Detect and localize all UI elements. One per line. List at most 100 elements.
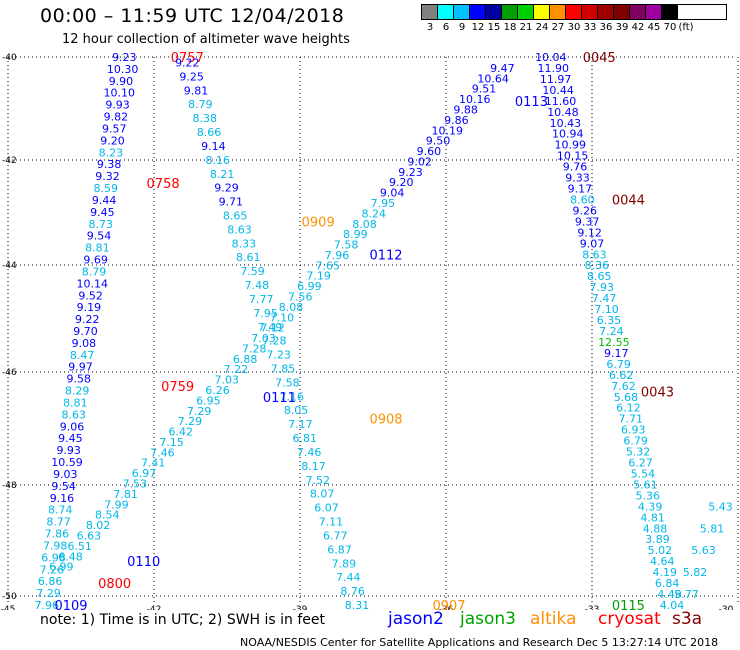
credit-line: NOAA/NESDIS Center for Satellite Applica… <box>240 636 719 649</box>
swh-value-label: 9.45 <box>58 432 83 445</box>
swh-value-label: 7.17 <box>288 418 313 431</box>
legend-jason3: jason3 <box>460 609 516 629</box>
swh-value-label: 4.39 <box>638 500 663 513</box>
swh-value-label: 9.58 <box>67 373 92 386</box>
swh-value-label: 10.19 <box>431 124 463 137</box>
x-tick-label: -30 <box>719 605 734 610</box>
swh-value-label: 12.55 <box>598 336 630 349</box>
color-swatch <box>470 5 486 20</box>
swh-value-label: 6.07 <box>314 502 339 515</box>
color-scale-label: 15 <box>487 22 501 33</box>
swh-value-label: 8.77 <box>46 516 71 529</box>
swh-value-label: 9.08 <box>72 337 97 350</box>
y-tick-label: -50 <box>2 592 17 602</box>
swh-value-label: 9.20 <box>100 134 125 147</box>
swh-value-label: 3.89 <box>645 533 670 546</box>
swh-value-label: 6.63 <box>77 529 102 542</box>
swh-value-label: 9.88 <box>453 104 478 117</box>
swh-value-label: 9.23 <box>398 166 423 179</box>
swh-value-label: 11.60 <box>545 95 577 108</box>
swh-value-label: 6.87 <box>327 543 352 556</box>
swh-value-label: 9.22 <box>175 56 200 69</box>
swh-value-label: 10.04 <box>535 51 567 64</box>
swh-value-label: 7.44 <box>336 571 361 584</box>
color-scale <box>422 5 678 20</box>
swh-value-label: 8.79 <box>82 265 107 278</box>
swh-value-label: 10.15 <box>557 150 589 163</box>
swh-value-label: 7.96 <box>35 599 60 610</box>
swh-value-label: 7.52 <box>306 474 331 487</box>
swh-value-label: 7.23 <box>266 349 291 362</box>
swh-value-label: 8.05 <box>284 404 309 417</box>
swh-value-label: 5.02 <box>648 544 673 557</box>
swh-value-label: 6.12 <box>616 402 641 415</box>
swh-value-label: 7.93 <box>589 281 614 294</box>
swh-value-label: 7.86 <box>45 528 70 541</box>
swh-value-label: 9.81 <box>184 84 209 97</box>
swh-value-label: 10.14 <box>77 277 109 290</box>
x-tick-label: -33 <box>585 605 600 610</box>
swh-value-label: 9.12 <box>577 226 602 239</box>
color-swatch <box>534 5 550 20</box>
swh-value-label: 7.29 <box>178 415 203 428</box>
swh-value-label: 7.47 <box>592 292 617 305</box>
swh-value-label: 7.49 <box>258 321 283 334</box>
pass-time-label: 0044 <box>612 193 645 208</box>
wave-height-plot: -40 -42 -44 -46 -48 -50 -45 -42 -39 -36 -33 -30 9.23… <box>1 51 739 610</box>
swh-value-label: 7.29 <box>187 405 212 418</box>
y-tick-label: -44 <box>2 261 17 271</box>
swh-value-label: 6.88 <box>233 353 258 366</box>
legend-altika: altika <box>530 609 577 629</box>
color-swatch <box>582 5 598 20</box>
swh-value-label: 8.99 <box>343 228 368 241</box>
swh-value-label: 6.27 <box>628 457 653 470</box>
swh-value-label: 9.06 <box>60 420 85 433</box>
swh-value-label: 7.46 <box>150 446 175 459</box>
legend-s3a: s3a <box>672 609 703 629</box>
swh-value-label: 7.56 <box>288 291 313 304</box>
swh-value-label: 7.95 <box>253 307 278 320</box>
swh-value-label: 7.24 <box>599 325 624 338</box>
color-scale-label: (ft) <box>678 22 694 33</box>
swh-value-label: 8.07 <box>310 488 335 501</box>
swh-value-label: 5.77 <box>674 588 699 601</box>
pass-time-label: 0115 <box>612 599 645 610</box>
color-scale-label: 9 <box>458 22 466 33</box>
x-tick-label: -45 <box>1 605 16 610</box>
color-swatch <box>486 5 502 20</box>
chart-title: 00:00 – 11:59 UTC 12/04/2018 <box>40 5 345 27</box>
swh-value-label: 5.63 <box>691 544 716 557</box>
color-swatch <box>598 5 614 20</box>
color-scale-label: 6 <box>442 22 450 33</box>
pass-time-label: 0759 <box>161 380 194 395</box>
x-tick-label: -36 <box>439 605 454 610</box>
swh-value-label: 6.86 <box>38 575 63 588</box>
swh-value-label: 8.21 <box>210 168 235 181</box>
swh-value-label: 9.33 <box>565 172 590 185</box>
swh-value-label: 4.88 <box>643 522 668 535</box>
color-scale-labels: 3 6 9 12 15 18 21 24 27 30 33 36 39 42 45 70 (ft) <box>422 22 694 33</box>
swh-value-label: 6.93 <box>621 424 646 437</box>
swh-value-label: 9.90 <box>109 75 134 88</box>
color-scale-label: 18 <box>503 22 517 33</box>
swh-value-label: 7.10 <box>270 311 295 324</box>
swh-value-label: 9.29 <box>214 182 239 195</box>
swh-value-label: 8.59 <box>94 182 119 195</box>
swh-value-label: 8.63 <box>227 223 252 236</box>
y-tick-label: -48 <box>2 481 17 491</box>
swh-value-label: 4.19 <box>652 566 677 579</box>
legend-cryosat: cryosat <box>598 609 661 629</box>
swh-value-label: 9.04 <box>380 187 405 200</box>
color-scale-label: 30 <box>567 22 581 33</box>
pass-time-label: 0045 <box>583 51 616 66</box>
x-tick-label: -42 <box>147 605 162 610</box>
swh-value-label: 7.53 <box>123 478 148 491</box>
swh-value-label: 5.36 <box>636 489 661 502</box>
swh-value-label: 7.99 <box>104 498 129 511</box>
pass-time-label: 0907 <box>432 599 465 610</box>
y-tick-label: -42 <box>2 156 17 166</box>
pass-time-label: 0800 <box>98 577 131 592</box>
swh-value-label: 7.11 <box>319 516 344 529</box>
color-scale-label: 27 <box>551 22 565 33</box>
swh-value-label: 6.77 <box>323 529 348 542</box>
